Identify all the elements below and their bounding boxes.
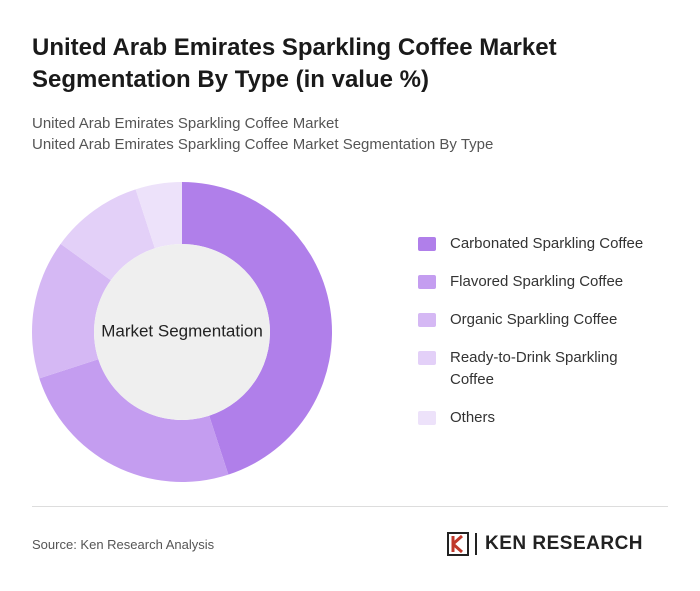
subtitle-line: United Arab Emirates Sparkling Coffee Ma… [32, 115, 339, 132]
legend-label: Flavored Sparkling Coffee [450, 273, 624, 290]
legend-item: Others [418, 407, 658, 429]
legend-item: Organic Sparkling Coffee [418, 309, 658, 331]
source: Source: Ken Research Analysis [32, 537, 215, 552]
chart: Market Segmentation [32, 182, 333, 482]
legend-label: Ready-to-Drink Sparkling Coffee [450, 349, 618, 388]
brand-name: KEN RESEARCH [485, 533, 644, 554]
divider [32, 506, 668, 507]
subtitle-line: United Arab Emirates Sparkling Coffee Ma… [32, 136, 494, 153]
donut-hole [94, 244, 270, 420]
legend-label: Carbonated Sparkling Coffee [450, 235, 644, 252]
donut-segment [135, 182, 182, 249]
logo-icon [447, 532, 469, 556]
legend-label: Others [450, 409, 496, 426]
center-label: Market Segmentation [101, 321, 263, 340]
legend-swatch [418, 313, 436, 327]
legend-item: Flavored Sparkling Coffee [418, 271, 658, 293]
chart-title: United Arab Emirates Sparkling Coffee Ma… [32, 34, 557, 93]
legend-label: Organic Sparkling Coffee [450, 311, 618, 328]
logo-bar [475, 533, 477, 555]
legend-swatch [418, 237, 436, 251]
donut-segment [60, 189, 155, 281]
donut-segment [39, 359, 229, 482]
donut-segment [182, 182, 333, 475]
legend-swatch [418, 351, 436, 365]
legend-item: Ready-to-Drink Sparkling Coffee [418, 347, 658, 391]
legend: Carbonated Sparkling Coffee Flavored Spar… [418, 233, 658, 445]
legend-swatch [418, 275, 436, 289]
legend-swatch [418, 411, 436, 425]
subtitle: United Arab Emirates Sparkling Coffee Ma… [32, 113, 493, 155]
brand-logo: KEN RESEARCH [447, 532, 643, 556]
donut-segment [32, 243, 111, 379]
legend-item: Carbonated Sparkling Coffee [418, 233, 658, 255]
